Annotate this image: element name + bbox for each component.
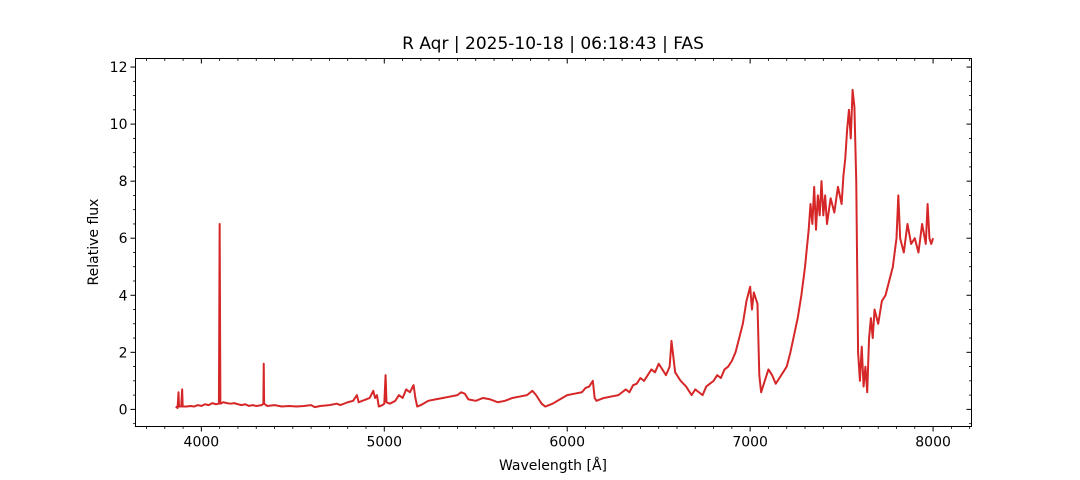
y-tick-label: 12 (110, 60, 128, 76)
x-tick-label: 5000 (366, 435, 402, 451)
series-group (175, 88, 935, 409)
x-axis-label: Wavelength [Å] (499, 457, 607, 474)
y-tick-label: 0 (119, 402, 128, 418)
chart-title: R Aqr | 2025-10-18 | 06:18:43 | FAS (402, 34, 704, 54)
x-tick-label: 4000 (184, 435, 220, 451)
x-tick-label: 7000 (732, 435, 768, 451)
x-tick-label: 8000 (915, 435, 951, 451)
y-tick-label: 8 (119, 174, 128, 190)
y-axis-label: Relative flux (86, 199, 102, 286)
y-tick-label: 4 (119, 288, 128, 304)
y-tick-label: 10 (110, 117, 128, 133)
y-axis: 0 2 4 6 8 10 12 (110, 60, 972, 425)
spectrum-line (175, 88, 935, 409)
x-tick-label: 6000 (549, 435, 585, 451)
plot-area (135, 58, 972, 427)
y-tick-label: 6 (119, 231, 128, 247)
y-tick-label: 2 (119, 345, 128, 361)
x-axis: 4000 5000 6000 7000 8000 (146, 58, 971, 451)
